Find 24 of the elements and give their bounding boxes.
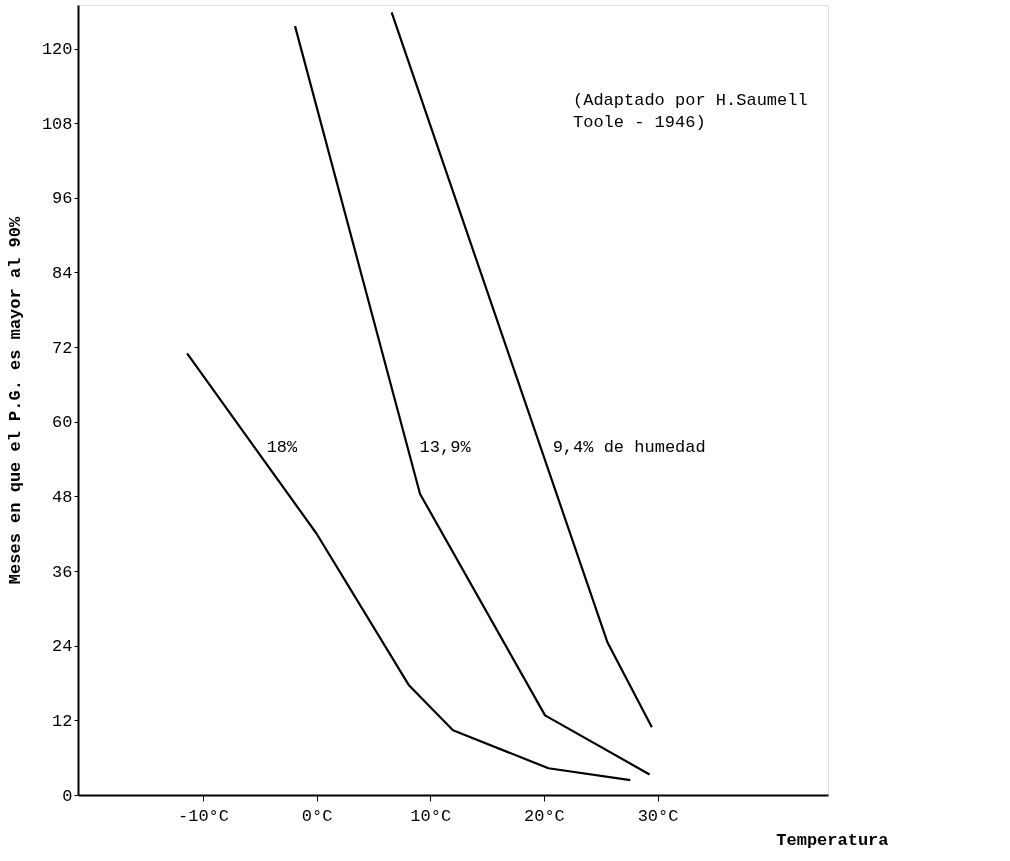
series-label: 13,9% <box>419 438 472 458</box>
series-label: 9,4% de humedad <box>552 438 706 458</box>
x-tick-label: 10°C <box>410 806 452 826</box>
annotation: Toole - 1946) <box>573 112 706 132</box>
x-tick-label: 20°C <box>524 806 565 826</box>
line-series <box>185 352 632 782</box>
series-label: 18% <box>266 438 299 458</box>
y-tick-label: 120 <box>41 40 73 60</box>
y-tick-label: 24 <box>52 637 73 657</box>
y-tick-label: 96 <box>52 189 73 209</box>
y-tick-label: 72 <box>52 338 73 358</box>
x-tick-label: 30°C <box>637 806 679 826</box>
y-tick-label: 84 <box>52 263 73 283</box>
x-axis-title: Temperatura <box>776 830 889 850</box>
y-axis-title: Meses en que el P.G. es mayor al 90% <box>5 216 25 585</box>
y-tick-label: 12 <box>52 711 73 731</box>
y-tick-label: 60 <box>52 413 73 433</box>
y-tick-label: 108 <box>41 114 73 134</box>
annotation: (Adaptado por H.Saumell <box>573 90 808 110</box>
y-tick-label: 36 <box>52 562 73 582</box>
x-tick-label: -10°C <box>177 806 230 826</box>
y-tick-label: 0 <box>62 786 73 806</box>
x-tick-label: 0°C <box>301 806 333 826</box>
y-tick-label: 48 <box>52 487 73 507</box>
